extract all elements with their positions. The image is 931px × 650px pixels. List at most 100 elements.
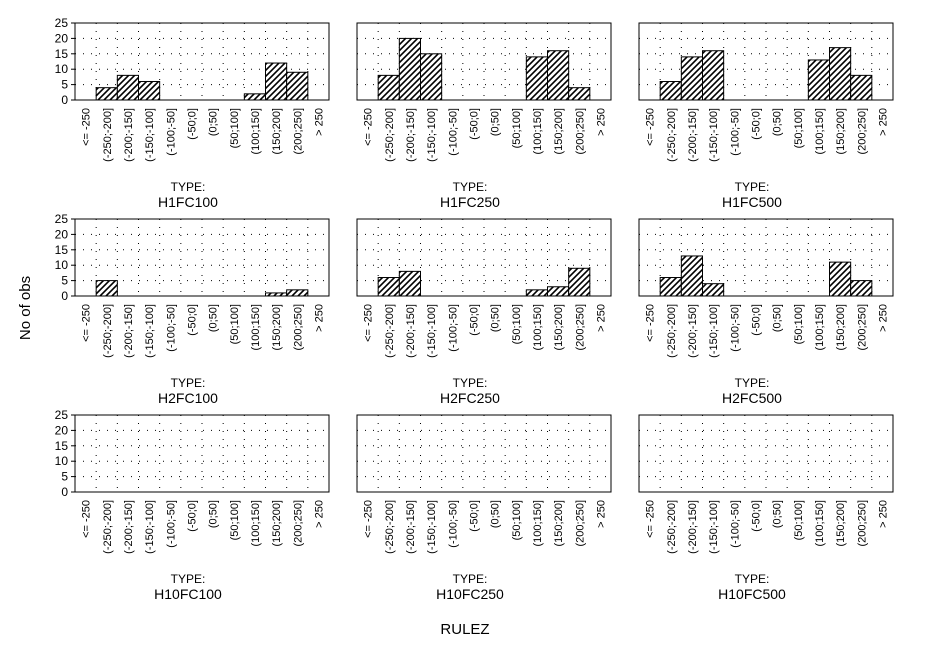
x-tick-label: (-200;-150] — [687, 304, 699, 358]
plot-frame — [74, 414, 330, 493]
y-tick-label: 10 — [55, 454, 69, 468]
x-tick-label: (150;200] — [271, 108, 283, 154]
plot-frame — [356, 218, 612, 297]
bar — [680, 56, 703, 101]
x-tick-label: (-50;0] — [468, 304, 480, 336]
x-tick-label: <= -250 — [645, 304, 657, 342]
x-tick-label: (200;250] — [574, 304, 586, 350]
x-tick-label: > 250 — [313, 500, 325, 528]
bar — [138, 81, 161, 101]
x-tick-label: (200;250] — [856, 304, 868, 350]
x-tick-label: > 250 — [877, 108, 889, 136]
y-tick-label: 5 — [61, 470, 68, 484]
x-tick-label: (0;50] — [208, 108, 220, 136]
x-tick-label: (150;200] — [271, 304, 283, 350]
x-tick-label: (50;100] — [793, 500, 805, 540]
panel-h10fc500: <= -250 (-250;-200] (-200;-150] (-150;-100]… — [638, 414, 894, 602]
bar — [377, 277, 400, 297]
bar — [265, 62, 288, 101]
x-tick-label: (150;200] — [553, 108, 565, 154]
x-tick-label: (200;250] — [856, 108, 868, 154]
bar — [547, 50, 570, 101]
x-tick-label: (-250;-200] — [384, 304, 396, 358]
y-tick-label: 20 — [55, 423, 69, 437]
x-tick-label: (150;200] — [835, 108, 847, 154]
x-tick-label: (50;100] — [229, 304, 241, 344]
y-tick-label: 0 — [61, 485, 68, 499]
bar — [525, 289, 548, 297]
type-label: TYPE: — [735, 180, 770, 194]
plot-frame — [638, 414, 894, 493]
type-label: TYPE: — [453, 180, 488, 194]
x-tick-label: (-200;-150] — [405, 500, 417, 554]
y-tick-label: 15 — [55, 243, 69, 257]
bar — [286, 289, 309, 297]
type-label: TYPE: — [171, 572, 206, 586]
x-tick-label: (-50;0] — [468, 500, 480, 532]
bar — [95, 87, 118, 101]
panel-h1fc250: <= -250 (-250;-200] (-200;-150] (-150;-100]… — [356, 22, 612, 210]
y-tick-label: 25 — [55, 212, 69, 226]
x-tick-label: (100;150] — [532, 500, 544, 546]
x-tick-label: (200;250] — [574, 108, 586, 154]
x-tick-label: (-100;-50] — [165, 500, 177, 548]
y-tick-label: 5 — [61, 78, 68, 92]
x-tick-label: (-200;-150] — [123, 108, 135, 162]
y-tick-label: 0 — [61, 93, 68, 107]
panel-h10fc250: <= -250 (-250;-200] (-200;-150] (-150;-100]… — [356, 414, 612, 602]
x-tick-label: (-150;-100] — [426, 304, 438, 358]
type-label: TYPE: — [735, 376, 770, 390]
x-tick-label: (-100;-50] — [165, 108, 177, 156]
x-tick-label: > 250 — [877, 304, 889, 332]
x-tick-label: <= -250 — [81, 500, 93, 538]
plot-frame — [638, 218, 894, 297]
y-tick-label: 20 — [55, 31, 69, 45]
x-tick-label: (0;50] — [772, 108, 784, 136]
x-tick-label: > 250 — [313, 304, 325, 332]
panel-title: H10FC100 — [154, 586, 222, 602]
y-tick-label: 20 — [55, 227, 69, 241]
bar — [525, 56, 548, 101]
x-tick-label: > 250 — [877, 500, 889, 528]
x-tick-label: (50;100] — [511, 500, 523, 540]
bar — [829, 47, 852, 101]
x-tick-label: (-100;-50] — [447, 500, 459, 548]
x-tick-label: (100;150] — [250, 304, 262, 350]
panel-title: H1FC100 — [158, 194, 218, 210]
bar — [568, 267, 591, 297]
x-tick-label: (50;100] — [793, 108, 805, 148]
bar — [702, 283, 725, 297]
x-tick-label: (100;150] — [814, 108, 826, 154]
panel-title: H2FC500 — [722, 390, 782, 406]
x-tick-label: (100;150] — [532, 108, 544, 154]
plot-frame — [356, 414, 612, 493]
bar — [659, 81, 682, 101]
x-tick-label: (-100;-50] — [447, 304, 459, 352]
x-tick-label: (-250;-200] — [666, 108, 678, 162]
panel-title: H10FC250 — [436, 586, 504, 602]
y-tick-label: 25 — [55, 408, 69, 422]
x-tick-label: (100;150] — [814, 500, 826, 546]
x-tick-label: (-200;-150] — [405, 304, 417, 358]
x-tick-label: (0;50] — [208, 500, 220, 528]
x-tick-label: <= -250 — [363, 108, 375, 146]
x-tick-label: (100;150] — [250, 108, 262, 154]
x-tick-label: (100;150] — [814, 304, 826, 350]
bar — [850, 74, 873, 101]
panel-h1fc500: <= -250 (-250;-200] (-200;-150] (-150;-100]… — [638, 22, 894, 210]
x-tick-label: (200;250] — [574, 500, 586, 546]
y-tick-label: 5 — [61, 274, 68, 288]
x-tick-label: > 250 — [313, 108, 325, 136]
x-tick-label: (200;250] — [292, 500, 304, 546]
x-tick-label: (0;50] — [490, 108, 502, 136]
plot-frame — [356, 22, 612, 101]
x-tick-label: (-100;-50] — [729, 304, 741, 352]
x-tick-label: (-250;-200] — [102, 108, 114, 162]
x-tick-label: (-50;0] — [750, 304, 762, 336]
x-tick-label: <= -250 — [81, 304, 93, 342]
bar — [680, 255, 703, 297]
type-label: TYPE: — [171, 376, 206, 390]
x-tick-label: (50;100] — [511, 108, 523, 148]
